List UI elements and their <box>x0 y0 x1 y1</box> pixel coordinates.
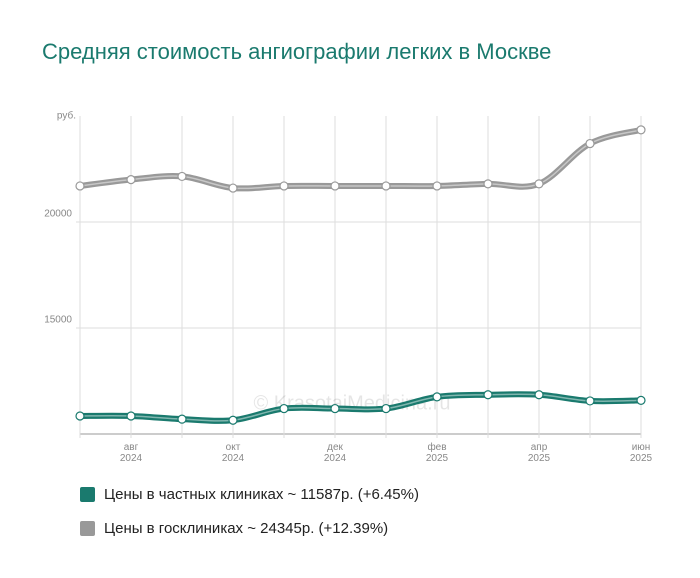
point <box>534 179 544 189</box>
point <box>483 390 493 400</box>
legend-label: Цены в госклиниках ~ 24345р. (+12.39%) <box>104 520 388 537</box>
point <box>126 411 136 421</box>
series-line <box>77 126 644 192</box>
point <box>75 411 85 421</box>
point <box>432 181 442 191</box>
point <box>585 138 595 149</box>
point <box>381 181 391 191</box>
point <box>279 403 289 414</box>
x-tick-label: июн 2025 <box>629 442 653 464</box>
legend-label: Цены в частных клиниках ~ 11587р. (+6.45… <box>104 486 419 503</box>
point <box>483 179 493 189</box>
point <box>330 181 340 191</box>
x-tick-label: апр 2025 <box>527 442 551 464</box>
chart-title: Средняя стоимость ангиографии легких в М… <box>42 39 552 64</box>
point <box>330 403 340 414</box>
point <box>75 181 85 191</box>
x-tick-label: авг 2024 <box>119 442 143 464</box>
legend-swatch <box>80 521 95 536</box>
point <box>228 183 238 193</box>
point <box>636 395 646 405</box>
point <box>228 415 238 425</box>
y-tick-label: 20000 <box>44 209 72 220</box>
point <box>126 175 136 185</box>
point <box>177 414 187 424</box>
point <box>432 392 442 402</box>
y-tick-label: 15000 <box>44 315 72 326</box>
legend-swatch <box>80 487 95 502</box>
point <box>177 171 187 182</box>
point <box>636 125 646 135</box>
point <box>279 181 289 191</box>
x-tick-label: окт 2024 <box>221 442 245 464</box>
x-tick-label: дек 2024 <box>323 442 347 464</box>
y-axis-label: руб. <box>57 110 76 122</box>
x-tick-label: фев 2025 <box>425 442 449 464</box>
point <box>585 396 595 406</box>
point <box>381 403 391 414</box>
series-line-inner <box>79 129 642 190</box>
point <box>534 390 544 400</box>
